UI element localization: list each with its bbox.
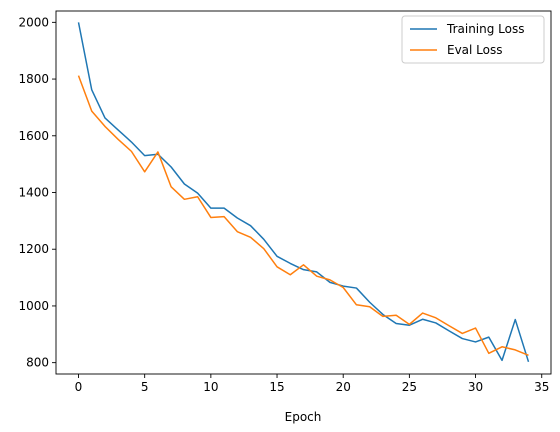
x-tick-label: 5 bbox=[141, 380, 149, 394]
y-tick-label: 1200 bbox=[18, 242, 49, 256]
series-line-eval-loss bbox=[77, 75, 529, 356]
x-axis-ticks: 0 5 10 15 20 25 30 35 bbox=[75, 374, 549, 394]
legend-label-training-loss: Training Loss bbox=[446, 22, 524, 36]
legend: Training Loss Eval Loss bbox=[401, 15, 545, 64]
y-tick-label: 1600 bbox=[18, 129, 49, 143]
x-tick-label: 10 bbox=[203, 380, 218, 394]
y-axis-ticks: 800 1000 1200 1400 1600 1800 2000 bbox=[18, 15, 56, 370]
y-tick-label: 1000 bbox=[18, 299, 49, 313]
legend-label-eval-loss: Eval Loss bbox=[447, 43, 503, 57]
series-line-training-loss bbox=[77, 22, 530, 363]
x-tick-label: 30 bbox=[468, 380, 483, 394]
x-tick-label: 20 bbox=[336, 380, 351, 394]
series-layer bbox=[77, 22, 530, 363]
legend-box bbox=[401, 15, 545, 64]
x-axis-label: Epoch bbox=[285, 410, 322, 424]
y-tick-label: 800 bbox=[26, 356, 49, 370]
y-tick-label: 1400 bbox=[18, 186, 49, 200]
x-tick-label: 35 bbox=[534, 380, 549, 394]
x-tick-label: 15 bbox=[269, 380, 284, 394]
x-tick-label: 25 bbox=[402, 380, 417, 394]
y-tick-label: 2000 bbox=[18, 15, 49, 29]
x-tick-label: 0 bbox=[75, 380, 83, 394]
y-tick-label: 1800 bbox=[18, 72, 49, 86]
